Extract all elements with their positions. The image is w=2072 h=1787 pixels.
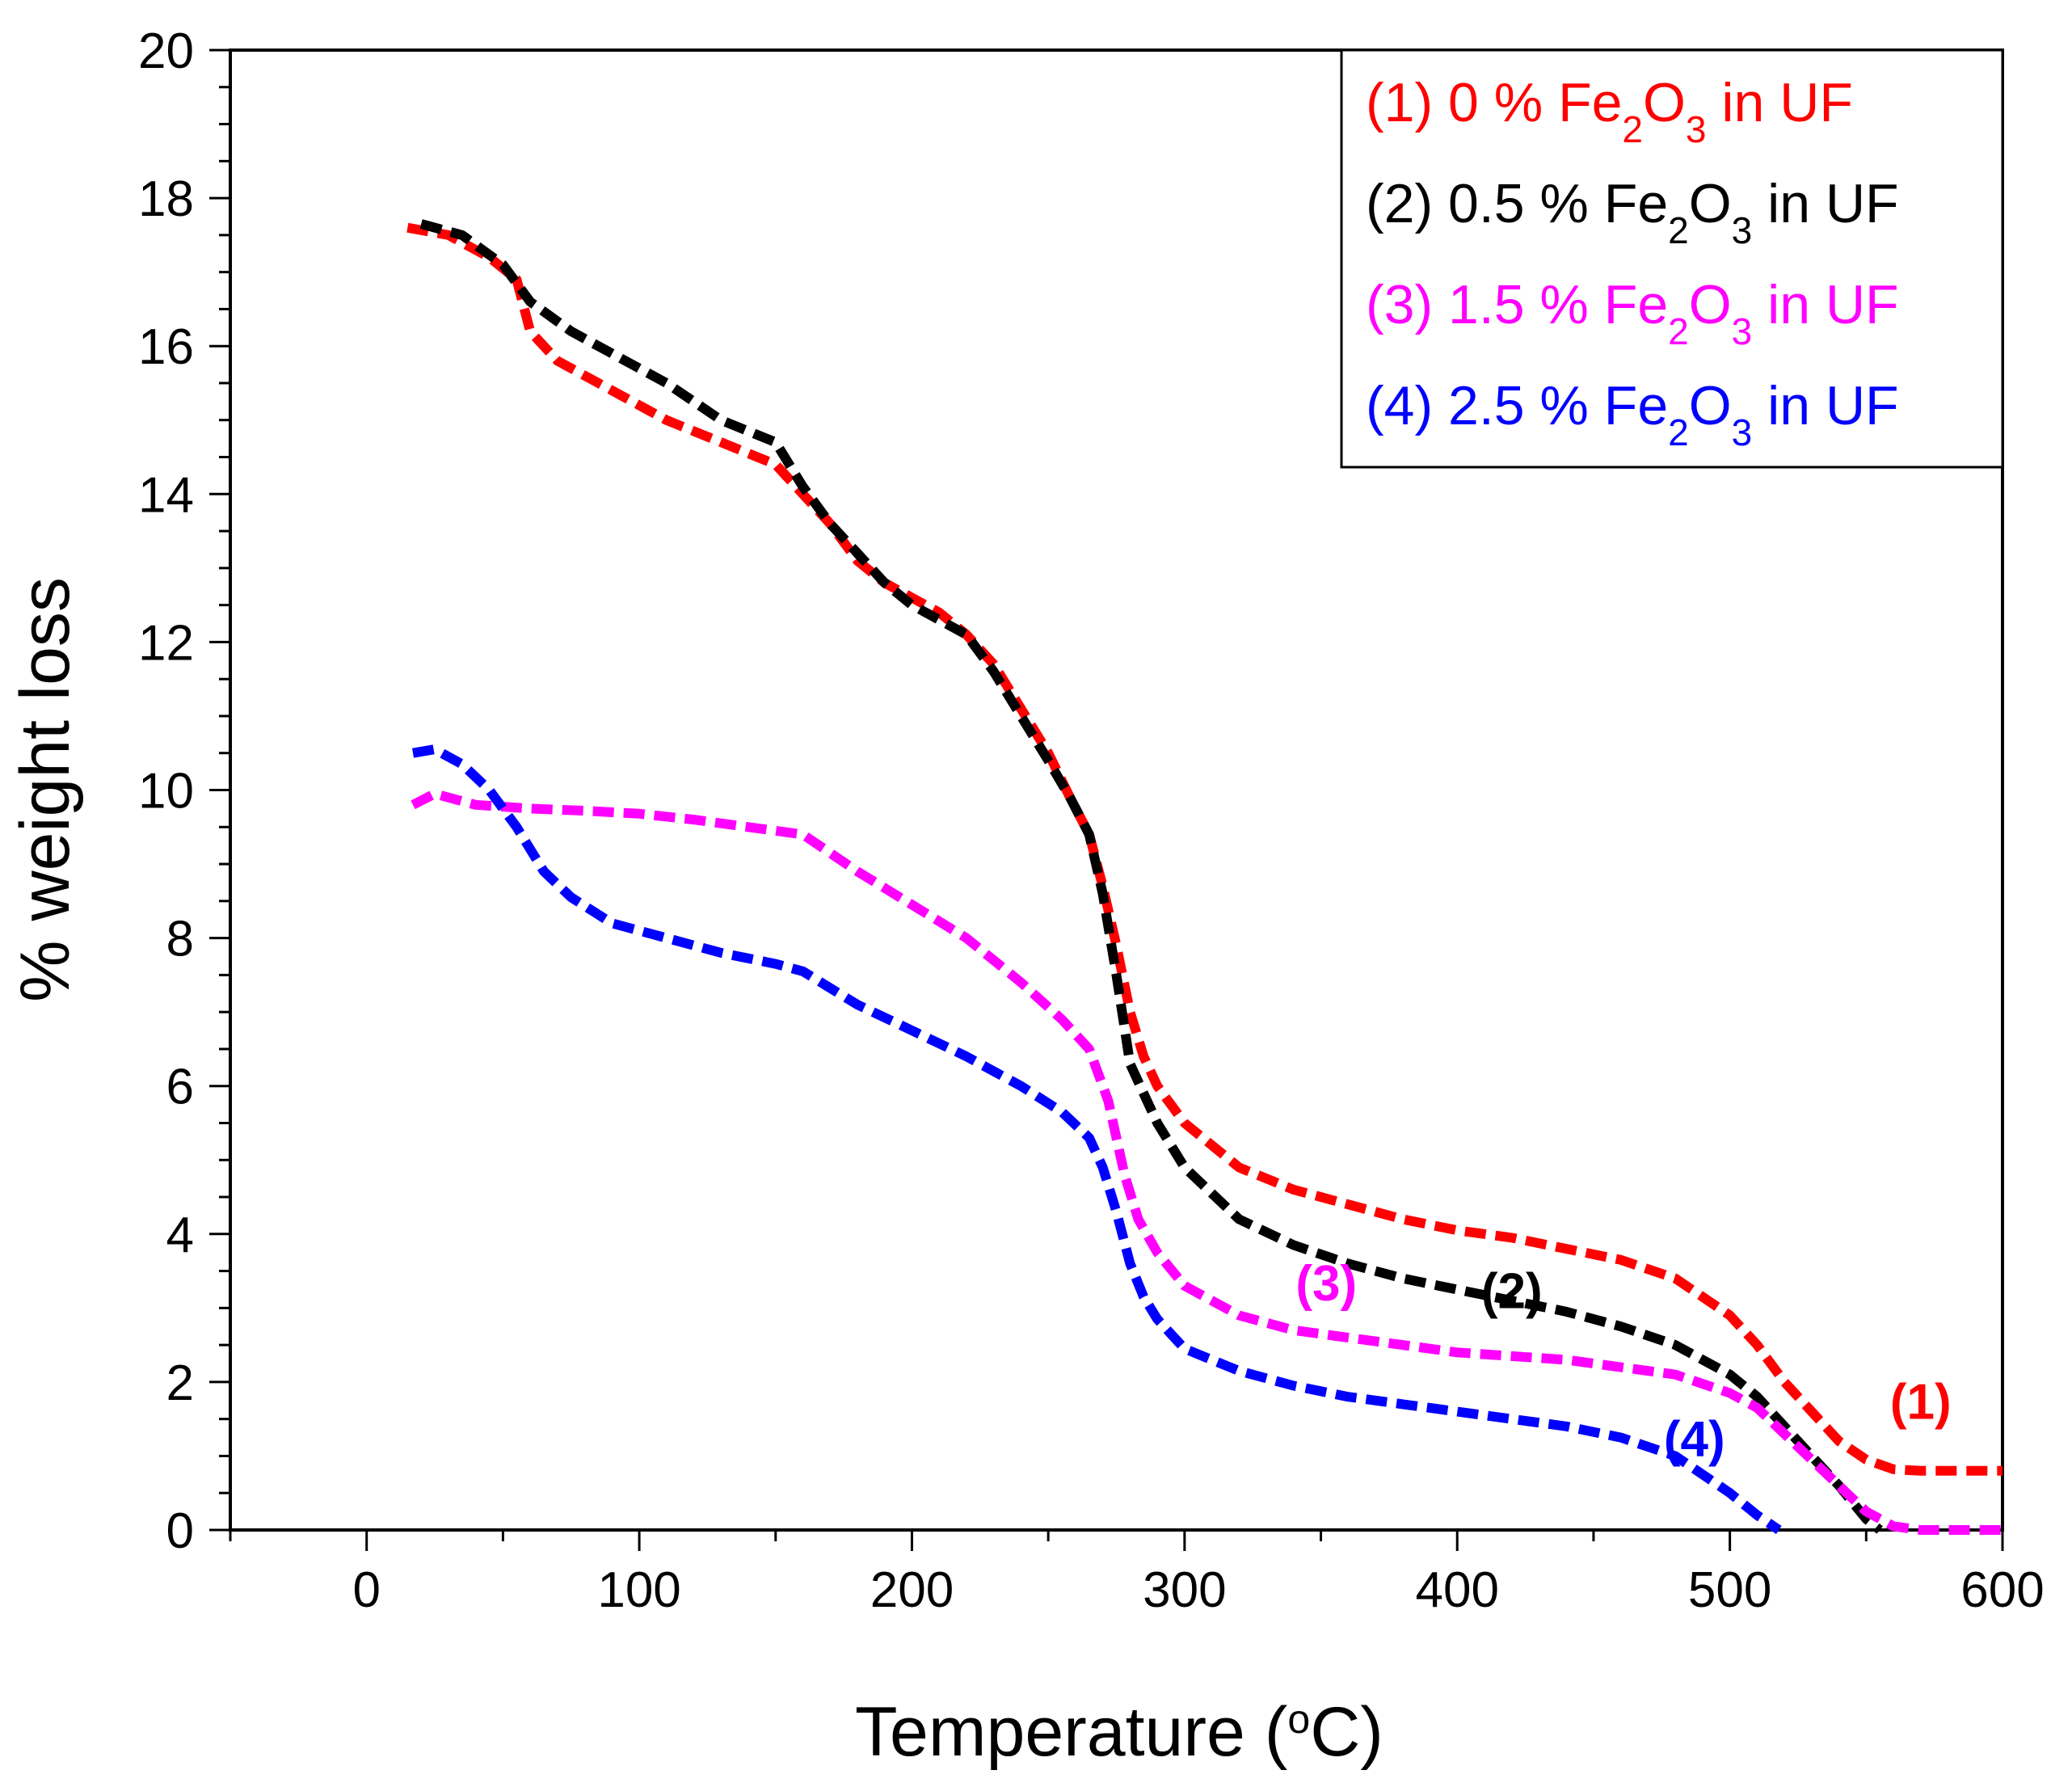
y-tick-label: 18 bbox=[138, 171, 194, 227]
series-line-2 bbox=[419, 219, 1883, 1534]
y-tick-label: 16 bbox=[138, 319, 194, 375]
y-tick-label: 4 bbox=[166, 1207, 194, 1263]
legend-box bbox=[1340, 48, 2004, 469]
legend-entry-3: (3) 1.5 % Fe2O3 in UF bbox=[1366, 274, 1899, 352]
y-tick-label: 20 bbox=[138, 23, 194, 79]
x-tick-label: 600 bbox=[1960, 1562, 2044, 1618]
x-axis-title-unit-sup: o bbox=[1287, 1696, 1310, 1742]
legend-entry-1: (1) 0 % Fe2O3 in UF bbox=[1366, 72, 1853, 150]
x-axis-title-unit: C) bbox=[1310, 1693, 1383, 1771]
y-tick-label: 2 bbox=[166, 1355, 194, 1411]
y-tick-label: 14 bbox=[138, 467, 194, 523]
legend-entries: (1) 0 % Fe2O3 in UF (2) 0.5 % Fe2O3 in UF… bbox=[1366, 72, 1899, 453]
curve-label-2: (2) bbox=[1481, 1263, 1543, 1319]
y-axis-title: % weight loss bbox=[6, 577, 84, 1002]
x-tick-label: 200 bbox=[870, 1562, 954, 1618]
curve-label-3: (3) bbox=[1295, 1256, 1357, 1312]
x-axis-ticks: 0 100 200 300 400 500 600 bbox=[229, 1530, 2045, 1618]
x-tick-label: 300 bbox=[1143, 1562, 1226, 1618]
x-tick-label: 100 bbox=[597, 1562, 680, 1618]
y-tick-label: 12 bbox=[138, 615, 194, 671]
x-tick-label: 0 bbox=[352, 1562, 380, 1618]
y-axis-ticks: 0 2 4 6 8 10 12 14 16 18 20 bbox=[138, 23, 230, 1559]
x-axis-title-text: Temperature ( bbox=[855, 1693, 1288, 1771]
legend: (1) 0 % Fe2O3 in UF (2) 0.5 % Fe2O3 in UF… bbox=[1340, 48, 2004, 469]
series-layer bbox=[406, 219, 2003, 1535]
x-tick-label: 500 bbox=[1688, 1562, 1771, 1618]
x-axis-title: Temperature (oC) bbox=[855, 1693, 1383, 1771]
curve-label-4: (4) bbox=[1664, 1411, 1725, 1467]
x-tick-label: 400 bbox=[1416, 1562, 1499, 1618]
series-line-3 bbox=[411, 789, 2003, 1535]
y-tick-label: 8 bbox=[166, 912, 194, 967]
legend-entry-2: (2) 0.5 % Fe2O3 in UF bbox=[1366, 173, 1899, 251]
curve-label-1: (1) bbox=[1890, 1375, 1952, 1431]
y-tick-label: 10 bbox=[138, 764, 194, 820]
y-tick-label: 0 bbox=[166, 1503, 194, 1559]
series-line-4 bbox=[411, 744, 1782, 1534]
legend-entry-4: (4) 2.5 % Fe2O3 in UF bbox=[1366, 375, 1899, 453]
curve-labels: (1) (2) (3) (4) bbox=[1295, 1256, 1951, 1467]
y-tick-label: 6 bbox=[166, 1060, 194, 1115]
